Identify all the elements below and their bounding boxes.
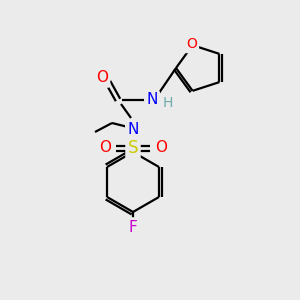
Text: F: F	[129, 220, 137, 235]
Text: O: O	[96, 70, 108, 86]
Text: O: O	[186, 37, 197, 51]
Text: H: H	[163, 96, 173, 110]
Text: O: O	[155, 140, 167, 155]
Text: S: S	[128, 139, 138, 157]
Text: N: N	[146, 92, 158, 107]
Text: N: N	[127, 122, 139, 137]
Text: O: O	[99, 140, 111, 155]
